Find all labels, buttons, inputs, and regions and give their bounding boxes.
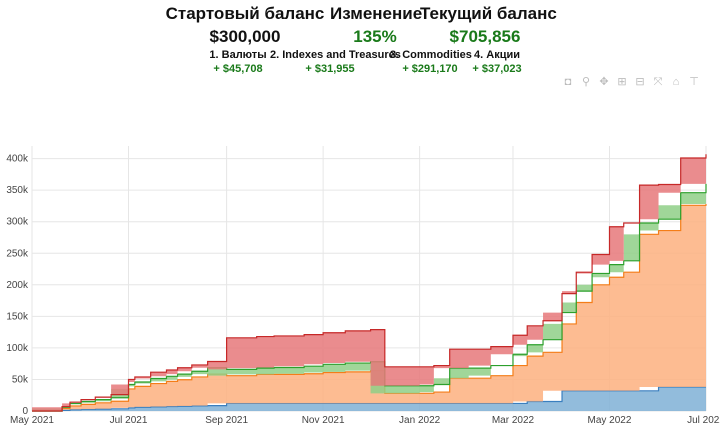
spike-lines-icon[interactable]: ⊤ xyxy=(689,76,699,88)
series-area xyxy=(32,154,706,411)
category-value: + $31,955 xyxy=(305,63,355,75)
category-item: 2. Indexes and Treasures + $31,955 xyxy=(270,49,401,75)
series-area xyxy=(32,387,706,411)
category-name: 4. Акции xyxy=(474,49,520,61)
x-tick-label: Nov 2021 xyxy=(302,415,345,426)
start-balance: Стартовый баланс $300,000 xyxy=(160,4,330,47)
series-line xyxy=(32,154,707,412)
x-tick-label: Jul 2021 xyxy=(110,415,148,426)
zoom-icon[interactable]: ⚲ xyxy=(581,76,591,88)
start-balance-value: $300,000 xyxy=(209,27,281,46)
category-item: 1. Валюты + $45,708 xyxy=(205,49,271,75)
y-tick-label: 350k xyxy=(6,185,29,196)
category-name: 3. Commodities xyxy=(390,49,472,61)
series-area xyxy=(32,204,706,411)
change-label: Изменение xyxy=(330,4,423,23)
current-balance: Текущий баланс $705,856 xyxy=(420,4,557,47)
pan-icon[interactable]: ✥ xyxy=(599,76,609,88)
stacked-areas xyxy=(32,154,707,412)
home-icon[interactable]: ⌂ xyxy=(672,76,680,88)
x-tick-label: Jan 2022 xyxy=(399,415,441,426)
change: Изменение 135% xyxy=(330,4,423,47)
category-value: + $45,708 xyxy=(213,63,263,75)
autoscale-icon[interactable]: ⤧ xyxy=(653,76,663,88)
y-tick-label: 250k xyxy=(6,248,29,259)
zoom-out-icon[interactable]: ⊟ xyxy=(635,76,645,88)
x-tick-label: May 2022 xyxy=(588,415,632,426)
x-tick-label: May 2021 xyxy=(10,415,54,426)
series-area xyxy=(32,183,706,411)
category-item: 3. Commodities + $291,170 xyxy=(390,49,472,75)
y-tick-label: 400k xyxy=(6,154,29,165)
current-balance-label: Текущий баланс xyxy=(420,4,557,23)
y-tick-label: 200k xyxy=(6,280,29,291)
camera-icon[interactable]: ◘ xyxy=(564,76,572,88)
y-tick-label: 100k xyxy=(6,343,29,354)
category-value: + $37,023 xyxy=(472,63,522,75)
x-tick-label: Mar 2022 xyxy=(492,415,535,426)
x-tick-label: Jul 2022 xyxy=(687,415,720,426)
y-axis: 0 50k 100k 150k 200k 250k 300k 350k 400k xyxy=(6,154,29,417)
y-tick-label: 50k xyxy=(12,374,29,385)
category-name: 1. Валюты xyxy=(209,49,267,61)
x-tick-label: Sep 2021 xyxy=(205,415,248,426)
current-balance-value: $705,856 xyxy=(449,27,521,46)
start-balance-label: Стартовый баланс xyxy=(165,4,325,23)
series-line xyxy=(32,386,706,412)
zoom-in-icon[interactable]: ⊞ xyxy=(617,76,627,88)
x-axis: May 2021 Jul 2021 Sep 2021 Nov 2021 Jan 2022… xyxy=(10,415,720,426)
y-tick-label: 300k xyxy=(6,217,29,228)
y-tick-label: 0 xyxy=(22,406,28,417)
category-item: 4. Акции + $37,023 xyxy=(472,49,522,75)
category-name: 2. Indexes and Treasures xyxy=(270,49,401,61)
y-tick-label: 150k xyxy=(6,311,29,322)
change-value: 135% xyxy=(353,27,397,46)
category-value: + $291,170 xyxy=(402,63,458,75)
chart-toolbar: ◘ ⚲ ✥ ⊞ ⊟ ⤧ ⌂ ⊤ xyxy=(560,74,702,90)
